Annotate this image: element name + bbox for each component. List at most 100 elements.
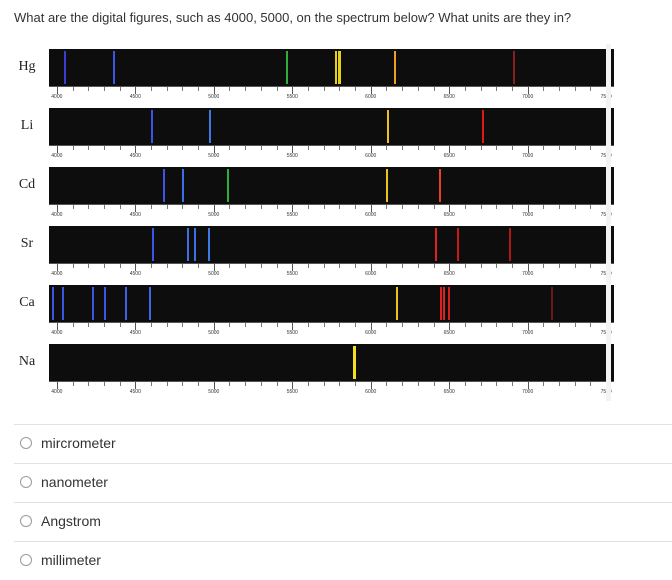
ruler-tick [543, 382, 545, 386]
tick-label: 6000 [365, 212, 377, 218]
ruler-tick [103, 87, 105, 91]
radio-button[interactable] [20, 554, 32, 566]
ruler-tick [166, 323, 168, 327]
question-text: What are the digital figures, such as 40… [14, 10, 572, 25]
emission-line [443, 287, 446, 320]
emission-line [151, 110, 154, 143]
emission-line [386, 169, 389, 202]
wavelength-ruler: 40004500500055006000650070007500 [49, 204, 614, 225]
ruler-tick [370, 264, 372, 271]
tick-label: 6000 [365, 94, 377, 100]
element-label-ca: Ca [19, 295, 35, 310]
radio-button[interactable] [20, 476, 32, 488]
ruler-tick [464, 146, 466, 150]
tick-label: 5000 [208, 330, 220, 336]
ruler-tick [260, 382, 262, 386]
ruler-tick [56, 382, 58, 389]
emission-line [113, 51, 116, 84]
wavelength-ruler: 40004500500055006000650070007500 [49, 381, 614, 402]
ruler-tick [56, 146, 58, 153]
ruler-tick [559, 205, 561, 209]
ruler-tick [72, 205, 74, 209]
emission-line [207, 228, 210, 261]
ruler-tick [260, 323, 262, 327]
ruler-tick [229, 87, 231, 91]
wavelength-ruler: 40004500500055006000650070007500 [49, 263, 614, 284]
ruler-tick [213, 87, 215, 94]
option-millimeter[interactable]: millimeter [14, 541, 672, 580]
ruler-tick [245, 323, 247, 327]
ruler-tick [245, 382, 247, 386]
ruler-tick [433, 382, 435, 386]
ruler-tick [88, 87, 90, 91]
ruler-tick [496, 87, 498, 91]
ruler-tick [464, 87, 466, 91]
ruler-tick [433, 264, 435, 268]
ruler-tick [292, 323, 294, 330]
ruler-tick [590, 205, 592, 209]
ruler-tick [339, 205, 341, 209]
ruler-tick [339, 323, 341, 327]
radio-button[interactable] [20, 437, 32, 449]
emission-line [104, 287, 107, 320]
emission-line [439, 287, 442, 320]
ruler-tick [151, 323, 152, 327]
ruler-tick [229, 382, 231, 386]
tick-label: 7000 [522, 212, 534, 218]
tick-label: 7000 [522, 153, 534, 159]
ruler-tick [260, 205, 262, 209]
tick-label: 5500 [286, 271, 298, 277]
tick-label: 7000 [522, 389, 534, 395]
ruler-tick [402, 264, 404, 268]
ruler-tick [402, 146, 404, 150]
ruler-tick [88, 146, 90, 150]
ruler-tick [323, 382, 325, 386]
ruler-tick [355, 205, 357, 209]
tick-label: 4000 [51, 271, 63, 277]
tick-label: 6000 [365, 153, 377, 159]
spectrum-na [49, 344, 614, 381]
option-nanometer[interactable]: nanometer [14, 463, 672, 502]
ruler-tick [323, 205, 325, 209]
ruler-tick [119, 87, 121, 91]
ruler-tick [292, 264, 294, 271]
ruler-tick [480, 382, 482, 386]
ruler-tick [276, 146, 278, 150]
ruler-tick [56, 323, 58, 330]
ruler-tick [527, 264, 529, 271]
emission-line [508, 228, 511, 261]
ruler-tick [449, 382, 451, 389]
spectrum-ca [49, 285, 614, 322]
radio-button[interactable] [20, 515, 32, 527]
ruler-tick [496, 205, 498, 209]
ruler-tick [166, 146, 168, 150]
ruler-tick [88, 205, 90, 209]
ruler-tick [480, 146, 482, 150]
ruler-tick [417, 205, 419, 209]
option-micrometer[interactable]: mircrometer [14, 424, 672, 463]
ruler-tick [182, 264, 184, 268]
element-label-li: Li [20, 118, 34, 133]
ruler-tick [402, 205, 404, 209]
ruler-tick [88, 264, 90, 268]
ruler-tick [135, 205, 137, 212]
tick-label: 6500 [443, 271, 455, 277]
ruler-tick [590, 146, 592, 150]
ruler-tick [511, 323, 513, 327]
ruler-tick [119, 146, 121, 150]
emission-line [182, 169, 185, 202]
tick-label: 6500 [443, 94, 455, 100]
ruler-tick [402, 323, 404, 327]
emission-line [339, 51, 342, 84]
tick-label: 6500 [443, 330, 455, 336]
ruler-tick [417, 264, 419, 268]
ruler-tick [182, 146, 184, 150]
ruler-tick [574, 87, 576, 91]
ruler-tick [119, 382, 121, 386]
ruler-tick [386, 323, 388, 327]
ruler-tick [559, 323, 561, 327]
ruler-tick [527, 323, 529, 330]
ruler-tick [182, 205, 184, 209]
ruler-tick [292, 382, 294, 389]
option-angstrom[interactable]: Angstrom [14, 502, 672, 541]
